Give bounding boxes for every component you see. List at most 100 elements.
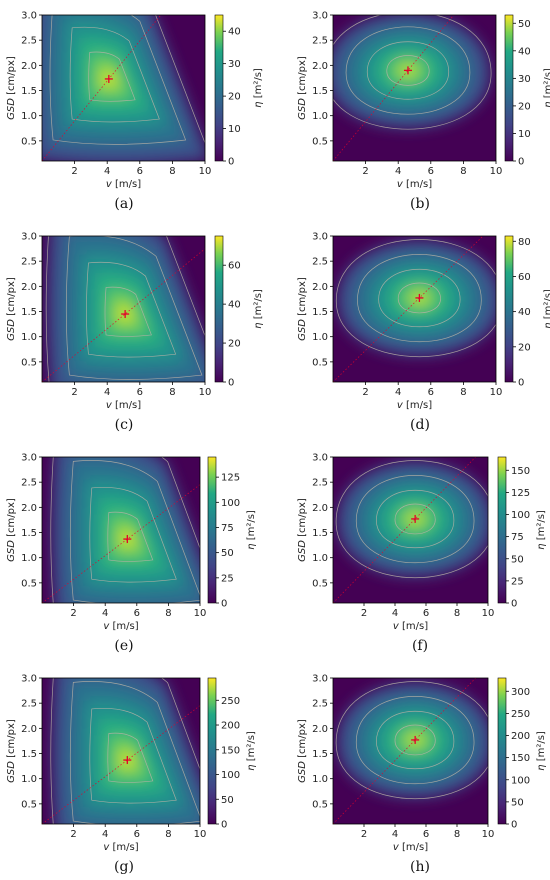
x-tick-label: 8: [169, 166, 175, 177]
x-tick-label: 8: [165, 829, 171, 840]
colorbar-tick-label: 40: [228, 27, 241, 38]
x-axis-label: v [m/s]: [103, 842, 138, 853]
contour-line: [394, 724, 436, 756]
x-tick-label: 10: [482, 829, 495, 840]
y-tick-label: 1.5: [312, 307, 328, 318]
colorbar-tick-label: 10: [228, 124, 241, 135]
x-tick-label: 2: [71, 387, 77, 398]
y-tick-label: 1.0: [21, 332, 37, 343]
y-tick-label: 2.5: [21, 36, 37, 47]
colorbar: [497, 456, 507, 604]
panel-caption: (h): [410, 859, 430, 875]
contour-line: [50, 678, 200, 824]
axes-frame: [332, 456, 489, 604]
contour-line: [394, 503, 436, 535]
y-tick-label: 1.5: [312, 749, 328, 760]
x-axis-var: v: [103, 621, 110, 632]
colorbar-tick-label: 200: [221, 721, 240, 732]
y-tick-label: 1.5: [21, 86, 37, 97]
y-tick-label: 1.0: [312, 774, 328, 785]
y-tick-label: 2.0: [21, 61, 37, 72]
contour-lines: [335, 460, 488, 579]
panel-caption: (f): [412, 638, 428, 654]
panel-c: 2 4 6 8 10 0.5 1.0 1.5 2.0 2.5 3.0 v [m/s] GSD [cm/p…: [6, 232, 264, 434]
x-tick-label: 8: [165, 608, 171, 619]
y-axis-label: GSD [cm/px]: [6, 277, 17, 341]
y-axis-label: GSD [cm/px]: [6, 719, 17, 783]
colorbar-unit: [m²/s]: [246, 510, 257, 543]
y-axis-label: GSD [cm/px]: [6, 56, 17, 120]
colorbar-tick-label: 100: [511, 775, 530, 786]
panel-g: 2 4 6 8 10 0.5 1.0 1.5 2.0 2.5 3.0 v [m/s] GSD [cm/p…: [6, 674, 257, 876]
panel-d: 2 4 6 8 10 0.5 1.0 1.5 2.0 2.5 3.0 v [m/s] GSD [cm/p…: [297, 232, 550, 434]
y-axis-label: GSD [cm/px]: [297, 56, 308, 120]
x-tick-label: 10: [199, 387, 212, 398]
panel-caption: (c): [115, 417, 134, 433]
peak-marker: [123, 535, 132, 544]
contour-line: [86, 261, 177, 358]
x-tick-label: 10: [194, 829, 207, 840]
y-axis-unit: [cm/px]: [297, 56, 308, 98]
contour-line: [69, 681, 200, 824]
x-tick-label: 4: [392, 829, 398, 840]
y-tick-label: 3.0: [21, 11, 37, 22]
contour-line: [357, 254, 482, 343]
contour-line: [355, 475, 475, 564]
contour-lines: [335, 239, 496, 358]
x-tick-label: 4: [392, 608, 398, 619]
panel-caption: (a): [114, 196, 133, 212]
x-axis-unit: [m/s]: [399, 621, 428, 632]
contour-line: [397, 282, 441, 314]
x-tick-label: 2: [362, 166, 368, 177]
colorbar-tick-label: 25: [221, 573, 234, 584]
x-tick-label: 4: [104, 387, 110, 398]
colorbar-tick-label: 250: [511, 709, 530, 720]
y-axis-unit: [cm/px]: [6, 277, 17, 319]
optimum-line: [42, 15, 162, 161]
peak-marker: [121, 310, 130, 319]
optimum-line: [42, 484, 200, 603]
x-tick-label: 2: [71, 166, 77, 177]
x-tick-label: 6: [428, 166, 434, 177]
contour-lines: [45, 236, 205, 382]
y-tick-label: 0.5: [312, 799, 328, 810]
colorbar-tick-label: 0: [518, 157, 524, 168]
colorbar-tick-label: 40: [228, 300, 241, 311]
x-axis-var: v: [393, 621, 400, 632]
colorbar-label: η [m²/s]: [253, 289, 264, 329]
x-tick-label: 8: [169, 387, 175, 398]
contour-line: [88, 51, 136, 102]
axes-frame: [41, 677, 201, 825]
optimum-line: [42, 705, 200, 824]
colorbar-var: η: [536, 764, 547, 770]
colorbar-tick-label: 100: [221, 498, 240, 509]
colorbar-tick-label: 50: [518, 19, 531, 30]
x-axis-unit: [m/s]: [109, 621, 138, 632]
contour-lines: [49, 15, 205, 145]
colorbar-label: η [m²/s]: [543, 289, 550, 329]
x-axis-unit: [m/s]: [403, 179, 432, 190]
peak-marker: [411, 514, 420, 523]
contour-line: [355, 696, 475, 785]
x-tick-label: 6: [137, 387, 143, 398]
y-tick-label: 3.0: [312, 232, 328, 243]
x-tick-label: 4: [102, 829, 108, 840]
panel-e: 2 4 6 8 10 0.5 1.0 1.5 2.0 2.5 3.0 v [m/s] GSD [cm/p…: [6, 453, 257, 655]
y-axis-var: GSD: [6, 761, 17, 783]
y-tick-label: 2.5: [21, 699, 37, 710]
x-axis-label: v [m/s]: [106, 179, 141, 190]
y-tick-label: 0.5: [312, 578, 328, 589]
y-axis-var: GSD: [297, 761, 308, 783]
colorbar-var: η: [253, 322, 264, 328]
colorbar: [214, 235, 224, 383]
optimum-line: [333, 15, 455, 161]
contour-line: [333, 15, 492, 130]
colorbar-tick-label: 40: [518, 307, 531, 318]
y-tick-label: 1.5: [21, 528, 37, 539]
y-axis-unit: [cm/px]: [6, 498, 17, 540]
contour-line: [366, 41, 450, 100]
colorbar-tick-label: 125: [221, 473, 240, 484]
peak-marker: [411, 735, 420, 744]
colorbar-tick-label: 0: [228, 157, 234, 168]
y-tick-label: 1.0: [312, 553, 328, 564]
